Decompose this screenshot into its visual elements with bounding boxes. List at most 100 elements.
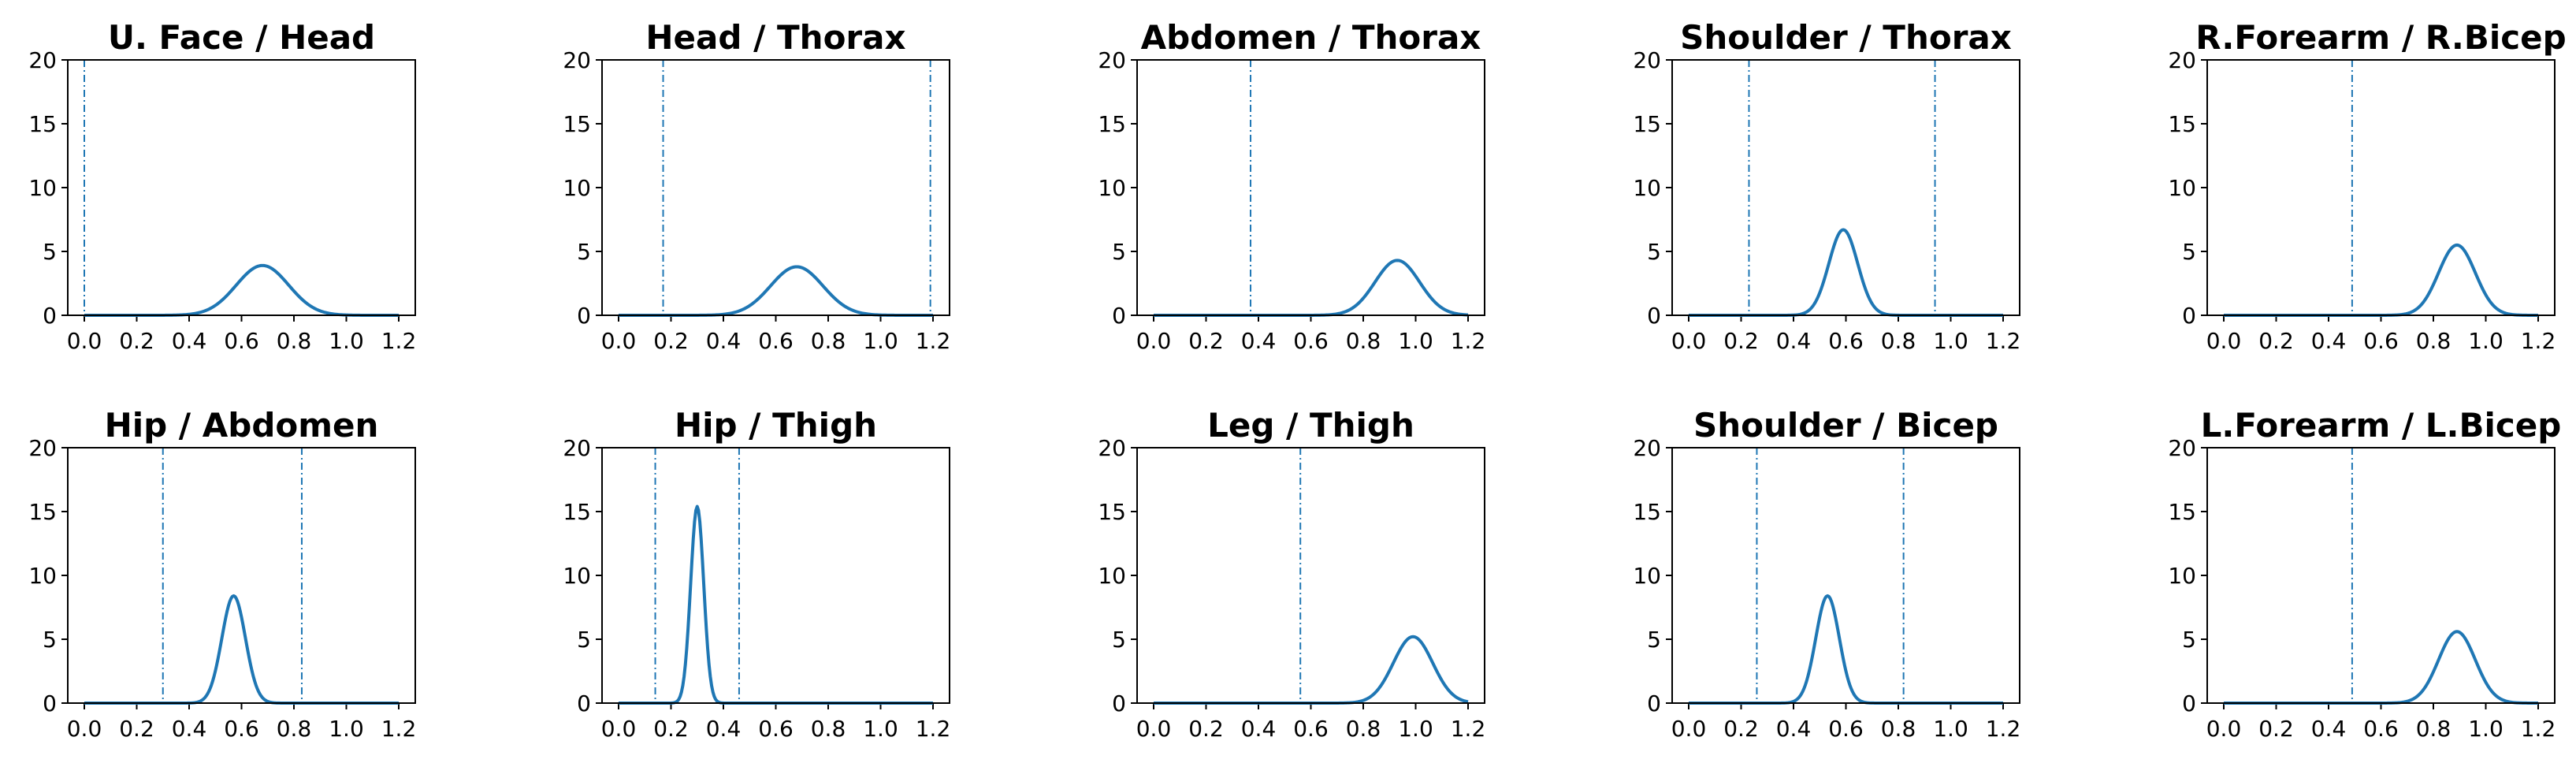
x-tick-label: 0.0 [2206,328,2242,354]
x-tick-label: 0.0 [601,716,637,742]
x-tick-label: 0.6 [1293,716,1329,742]
x-tick-label: 1.2 [381,328,417,354]
x-tick-label: 0.4 [1776,328,1812,354]
x-tick-label: 1.0 [1398,716,1433,742]
panel-title: Leg / Thigh [1207,406,1414,445]
y-tick-label: 5 [43,239,57,265]
panel-title: R.Forearm / R.Bicep [2195,18,2566,57]
axes-frame [601,59,950,316]
y-tick-label: 10 [28,563,57,589]
x-tick-label: 0.2 [119,328,154,354]
x-tick-label: 1.2 [1986,328,2021,354]
panel-7: Hip / Thigh 0 5 10 15 20 0.0 0.2 0.4 0.6 0.8 1.0 1.2 [563,406,950,742]
x-tick-label: 0.6 [1828,328,1864,354]
axes-frame [1136,447,1485,704]
x-tick-label: 0.6 [1828,716,1864,742]
panel-4: Shoulder / Thorax 0 5 10 15 20 0.0 0.2 0.4 0.6 0.8… [1633,18,2020,354]
panel-8: Leg / Thigh 0 5 10 15 20 0.0 0.2 0.4 0.6 0.8 1.0 1.2 [1098,406,1485,742]
y-tick-label: 10 [1098,563,1126,589]
y-tick-label: 20 [2168,47,2196,73]
x-tick-label: 0.0 [2206,716,2242,742]
x-tick-label: 0.2 [119,716,154,742]
y-tick-label: 15 [28,499,57,525]
x-tick-label: 0.0 [1136,716,1172,742]
y-tick-label: 20 [28,47,57,73]
y-tick-label: 10 [563,563,591,589]
y-tick-label: 10 [1098,175,1126,201]
distribution-curve [1688,228,2004,317]
distribution-curve [618,504,934,705]
x-tick-label: 0.4 [706,328,742,354]
x-tick-label: 1.0 [1933,716,1968,742]
y-tick-label: 0 [43,303,57,329]
y-tick-label: 15 [28,111,57,137]
x-tick-label: 1.0 [329,328,364,354]
x-tick-label: 1.2 [2521,328,2556,354]
x-tick-label: 0.8 [2416,716,2451,742]
x-tick-label: 0.8 [277,716,312,742]
x-tick-label: 1.0 [1398,328,1433,354]
x-tick-label: 0.8 [277,328,312,354]
x-tick-label: 0.4 [172,716,207,742]
y-tick-label: 10 [1633,175,1661,201]
axes-frame [2206,447,2556,704]
y-tick-label: 5 [43,627,57,653]
panel-title: Shoulder / Thorax [1680,18,2012,57]
x-tick-label: 0.0 [601,328,637,354]
y-tick-label: 10 [1633,563,1661,589]
x-tick-label: 0.4 [2311,328,2347,354]
x-tick-label: 0.6 [224,716,259,742]
x-tick-label: 0.6 [2363,716,2399,742]
y-tick-label: 0 [2182,303,2196,329]
axes-frame [67,59,416,316]
y-tick-label: 15 [1098,111,1126,137]
distribution-curve [1688,594,2004,705]
x-tick-label: 0.8 [1881,328,1916,354]
y-tick-label: 20 [1633,435,1661,461]
x-tick-label: 0.4 [2311,716,2347,742]
distribution-curve [84,594,400,705]
y-tick-label: 0 [1112,690,1126,716]
x-tick-label: 0.0 [1136,328,1172,354]
axes-frame [67,447,416,704]
x-tick-label: 0.4 [1241,716,1277,742]
x-tick-label: 0.0 [67,328,102,354]
x-tick-label: 1.2 [1986,716,2021,742]
y-tick-label: 20 [28,435,57,461]
panel-10: L.Forearm / L.Bicep 0 5 10 15 20 0.0 0.2 0.4 0.6 0… [2168,406,2561,742]
x-tick-label: 0.0 [67,716,102,742]
x-tick-label: 1.0 [1933,328,1968,354]
panel-5: R.Forearm / R.Bicep 0 5 10 15 20 0.0 0.2 0.4 0.6 0… [2168,18,2566,354]
panel-title: Hip / Thigh [675,406,877,445]
panel-title: Shoulder / Bicep [1693,406,1998,445]
axes-frame [601,447,950,704]
panel-3: Abdomen / Thorax 0 5 10 15 20 0.0 0.2 0.4 0.6 0.8 1… [1098,18,1485,354]
x-tick-label: 0.0 [1671,716,1707,742]
panel-2: Head / Thorax 0 5 10 15 20 0.0 0.2 0.4 0.6 0.8 1.0 1… [563,18,950,354]
y-tick-label: 15 [1098,499,1126,525]
axes-frame [1671,447,2020,704]
x-tick-label: 1.2 [1451,328,1486,354]
x-tick-label: 0.2 [653,716,689,742]
x-tick-label: 0.8 [2416,328,2451,354]
x-tick-label: 1.2 [916,328,951,354]
y-tick-label: 10 [2168,175,2196,201]
y-tick-label: 5 [1647,627,1661,653]
y-tick-label: 20 [1633,47,1661,73]
x-tick-label: 0.4 [706,716,742,742]
y-tick-label: 5 [1112,627,1126,653]
distribution-curve [84,263,400,317]
y-tick-label: 15 [563,499,591,525]
x-tick-label: 0.8 [811,716,846,742]
y-tick-label: 10 [28,175,57,201]
x-tick-label: 1.0 [2468,328,2504,354]
x-tick-label: 0.2 [1723,328,1759,354]
distribution-curve [2223,630,2539,705]
y-tick-label: 20 [2168,435,2196,461]
panel-9: Shoulder / Bicep 0 5 10 15 20 0.0 0.2 0.4 0.6 0.8 1… [1633,406,2020,742]
panel-title: Hip / Abdomen [105,406,379,445]
x-tick-label: 0.6 [758,716,794,742]
y-tick-label: 20 [563,435,591,461]
x-tick-label: 0.8 [1346,328,1381,354]
